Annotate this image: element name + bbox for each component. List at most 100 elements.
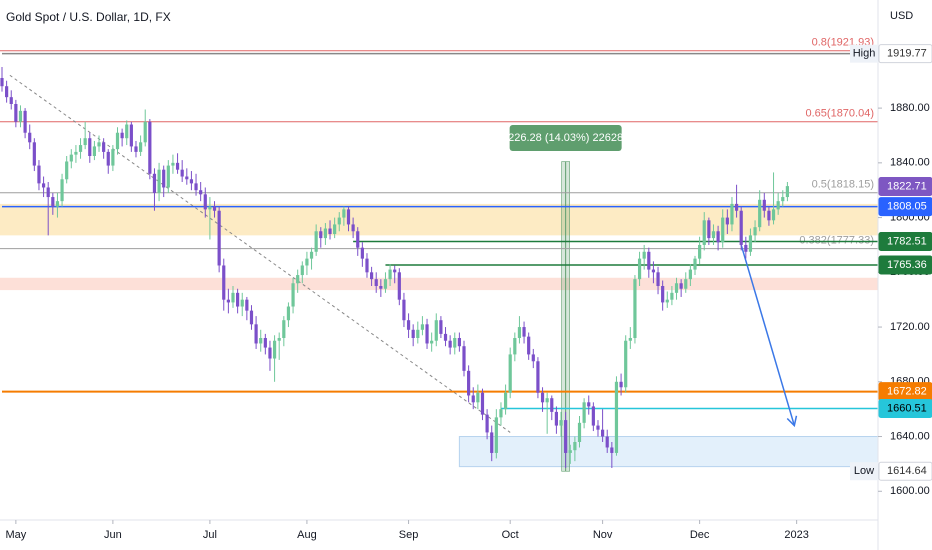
candle-body: [610, 447, 614, 453]
price-badge: [878, 177, 932, 197]
candle-body: [14, 104, 18, 122]
candle-body: [591, 406, 595, 426]
candle-body: [485, 414, 489, 433]
price-badge: [878, 197, 932, 217]
candle-body: [277, 338, 281, 341]
trend-line: [9, 74, 511, 433]
candle-body: [379, 286, 383, 289]
candle-body: [425, 324, 429, 344]
range-box: [458, 436, 879, 468]
candle-body: [351, 224, 355, 232]
candle-body: [37, 165, 41, 184]
price-tag: [850, 462, 878, 481]
candle-body: [762, 199, 766, 211]
candle-body: [573, 442, 577, 451]
candle-body: [753, 227, 757, 236]
candle-body: [199, 190, 203, 195]
price-tag: [850, 44, 878, 63]
candle-body: [494, 417, 498, 453]
candle-body: [272, 340, 277, 359]
candle-body: [5, 86, 9, 98]
candle-body: [175, 162, 180, 170]
candle-body: [388, 269, 392, 280]
candle-body: [781, 197, 785, 202]
candle-body: [143, 121, 147, 143]
candle-body: [78, 145, 83, 152]
price-badge-label: 1782.51: [887, 235, 927, 247]
candle-body: [236, 292, 240, 307]
candle-body: [716, 231, 720, 243]
candle-body: [661, 286, 665, 303]
candle-body: [647, 251, 651, 270]
candle-body: [74, 151, 78, 155]
price-badge-label: 1672.82: [887, 386, 927, 398]
candle-body: [430, 340, 434, 344]
candle-body: [679, 283, 683, 289]
candle-body: [517, 327, 522, 338]
candle-body: [642, 251, 646, 259]
candle-body: [134, 146, 138, 152]
candle-body: [171, 162, 175, 166]
candle-body: [721, 217, 725, 243]
candle-body: [41, 183, 46, 188]
candle-body: [328, 228, 332, 234]
candle-body: [416, 329, 420, 338]
y-tick-label: 1840.00: [890, 157, 930, 169]
plot-area: 226.28 (14.03%) 226280.8(1921.93)0.65(18…: [0, 37, 879, 472]
candle-body: [259, 338, 263, 344]
candle-body: [249, 310, 254, 325]
candle-body: [554, 411, 558, 426]
candle-body: [360, 247, 364, 259]
candle-body: [707, 220, 711, 239]
candle-body: [420, 324, 425, 330]
candle-body: [439, 320, 443, 334]
price-badge-label: 1614.64: [887, 465, 927, 477]
candle-body: [725, 217, 729, 225]
candle-body: [65, 161, 69, 180]
candle-body: [356, 231, 360, 248]
candle-body: [245, 299, 249, 311]
y-tick-label: 1720.00: [890, 321, 930, 333]
candle-body: [365, 258, 369, 273]
candle-body: [342, 209, 346, 218]
candle-body: [513, 338, 517, 355]
candle-body: [46, 187, 50, 198]
candle-body: [693, 258, 697, 270]
candle-body: [180, 169, 184, 177]
candle-body: [203, 194, 207, 210]
candle-body: [222, 265, 226, 300]
candle-body: [217, 210, 221, 266]
candle-body: [453, 338, 457, 348]
price-badge-label: 1660.51: [887, 402, 927, 414]
candle-body: [499, 409, 503, 418]
currency: USD: [890, 10, 913, 22]
candle-body: [166, 165, 170, 188]
x-tick-label: Aug: [297, 529, 317, 541]
candle-body: [337, 217, 341, 225]
candle-body: [194, 183, 198, 191]
candle-body: [148, 121, 152, 174]
candle-body: [305, 258, 309, 266]
x-tick-label: 2023: [784, 529, 808, 541]
candle-body: [698, 244, 702, 259]
price-badge-label: 1822.71: [887, 180, 927, 192]
candle-body: [734, 203, 739, 211]
candle-body: [286, 306, 291, 321]
candle-body: [564, 420, 568, 453]
candle-body: [88, 138, 92, 156]
candle-body: [185, 176, 189, 180]
candle-body: [656, 272, 660, 286]
candle-body: [254, 324, 258, 344]
candle-body: [402, 299, 406, 321]
price-badge-label: 1765.36: [887, 259, 927, 271]
candle-body: [596, 425, 600, 430]
candle-body: [688, 269, 692, 280]
candle-body: [115, 132, 120, 150]
candle-body: [23, 110, 27, 133]
candle-body: [346, 209, 351, 225]
candle-body: [624, 340, 628, 388]
candle-body: [9, 97, 13, 104]
candle-body: [240, 299, 244, 307]
x-tick-label: Dec: [690, 529, 710, 541]
